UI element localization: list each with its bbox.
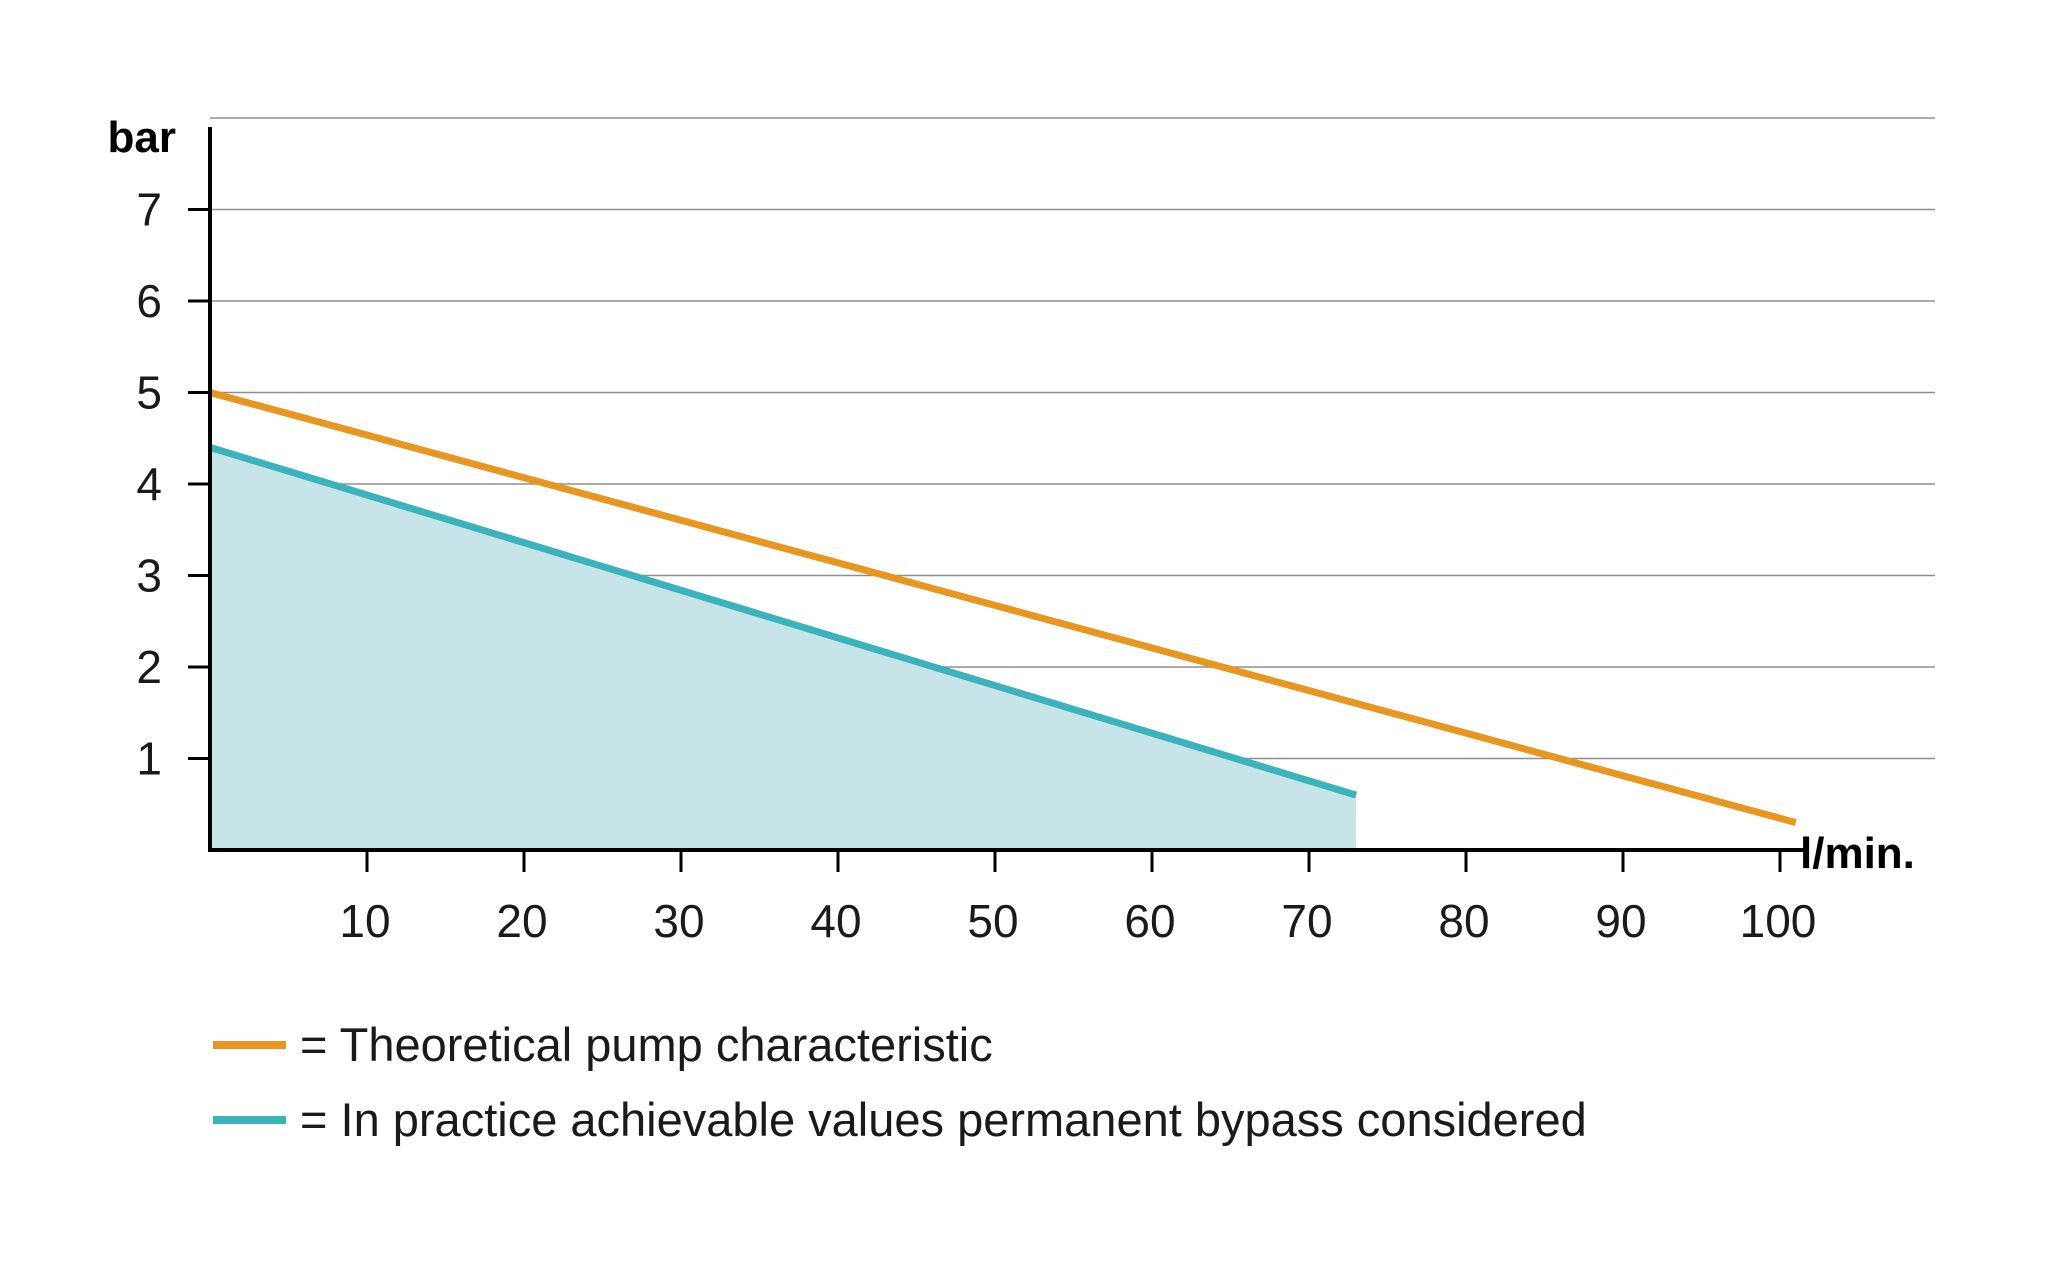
series-line-0 [209,389,1797,826]
axes [208,127,1808,852]
y-tick-label-6: 6 [136,275,162,327]
y-axis-unit: bar [108,113,176,162]
x-tick-label-80: 80 [1438,895,1489,947]
y-tick-label-7: 7 [136,184,162,236]
x-tick-label-60: 60 [1124,895,1175,947]
x-tick-labels: 10 20 30 40 50 60 70 80 90 100 [339,850,1816,947]
x-tick-label-20: 20 [496,895,547,947]
x-tick-label-40: 40 [810,895,861,947]
series-line-1 [208,444,1358,799]
x-tick-label-100: 100 [1740,895,1817,947]
x-tick-label-70: 70 [1281,895,1332,947]
x-tick-label-10: 10 [339,895,390,947]
y-tick-label-2: 2 [136,641,162,693]
x-tick-label-30: 30 [653,895,704,947]
y-tick-labels: 1 2 3 4 5 6 7 [136,184,210,785]
practice-area-layer [210,447,1357,850]
y-tick-label-1: 1 [136,733,162,785]
practice-area-fill [210,447,1357,850]
x-tick-label-50: 50 [967,895,1018,947]
legend-label-0: = Theoretical pump characteristic [300,1018,993,1071]
y-tick-label-3: 3 [136,550,162,602]
legend: = Theoretical pump characteristic = In pr… [213,1018,1587,1146]
legend-label-1: = In practice achievable values permanen… [300,1093,1587,1146]
x-tick-label-90: 90 [1595,895,1646,947]
y-tick-label-5: 5 [136,367,162,419]
x-axis-unit: l/min. [1800,829,1915,878]
series-lines-layer [208,389,1797,826]
y-tick-label-4: 4 [136,458,162,510]
